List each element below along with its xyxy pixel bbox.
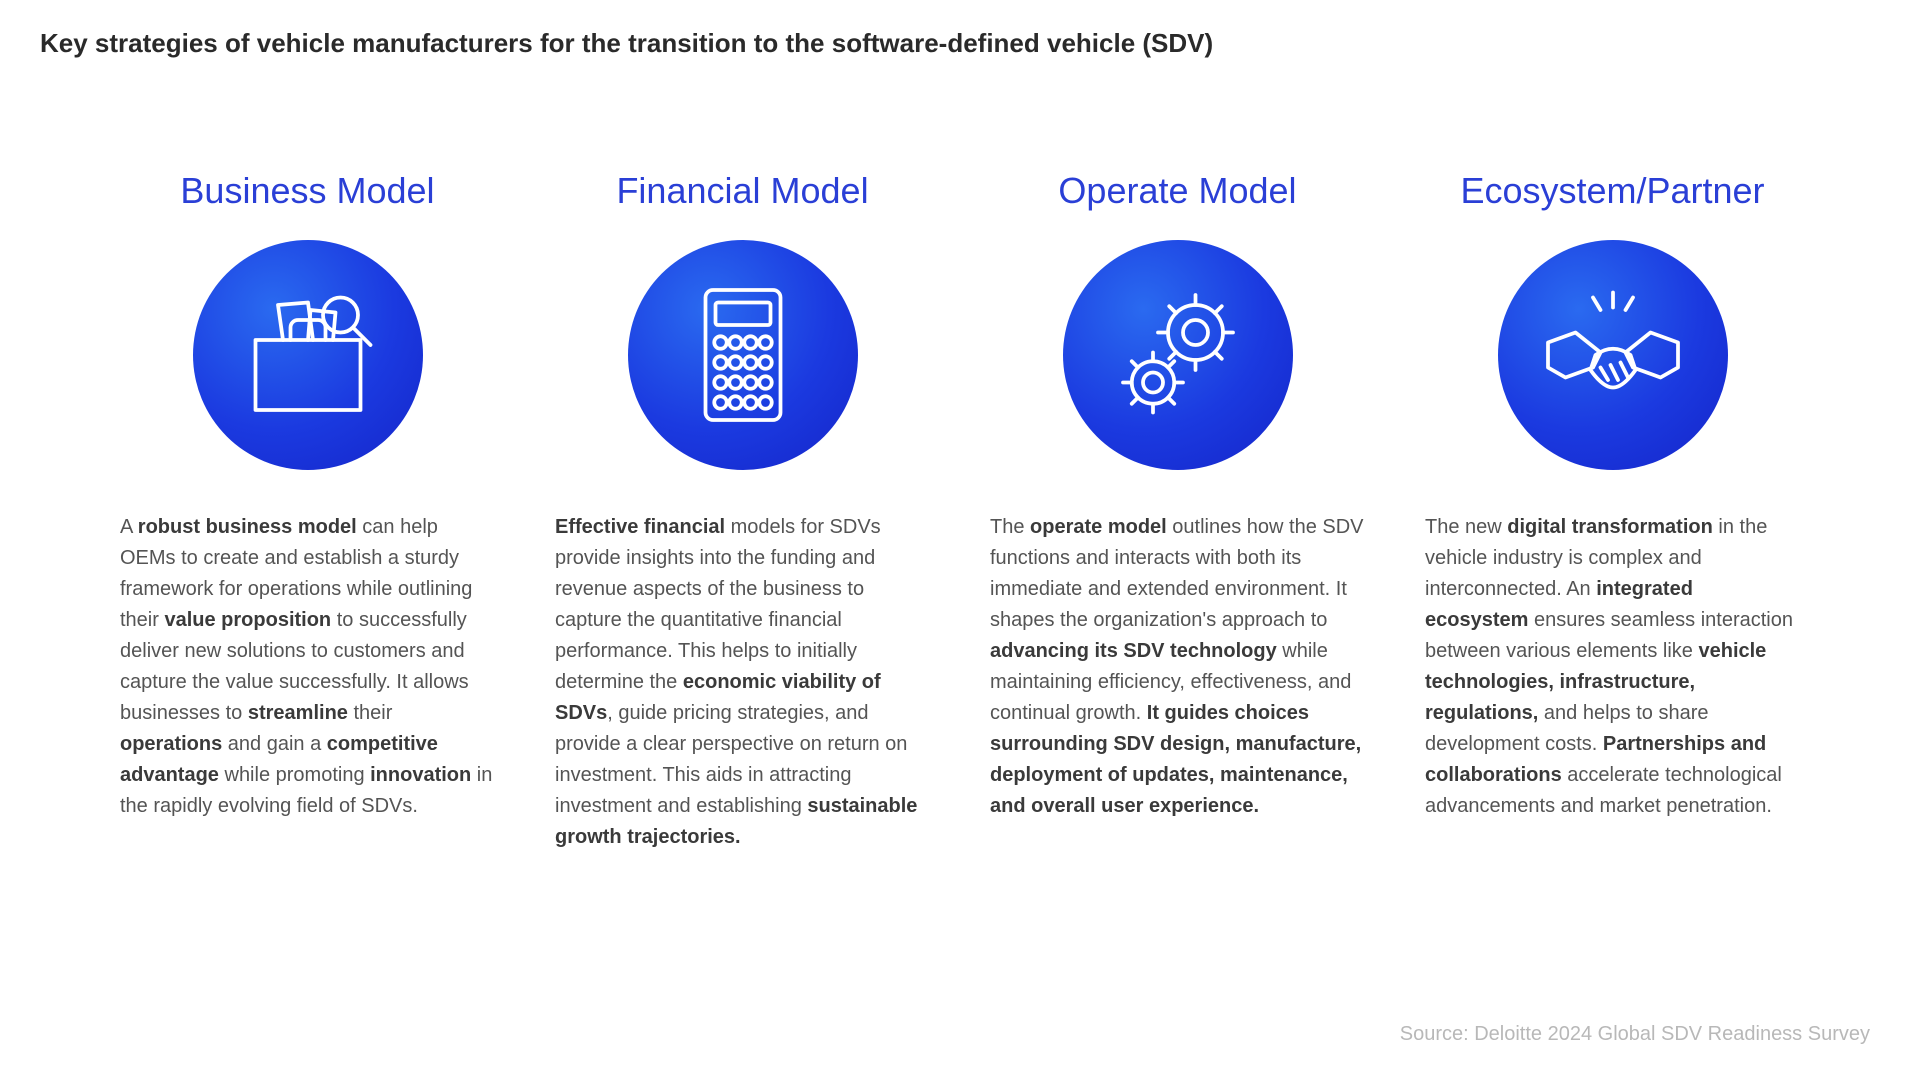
column-title: Ecosystem/Partner: [1460, 170, 1764, 212]
column-operate-model: Operate Model: [990, 170, 1365, 853]
column-desc: The operate model outlines how the SDV f…: [990, 512, 1365, 822]
column-desc: The new digital transformation in the ve…: [1425, 512, 1800, 822]
column-title: Financial Model: [616, 170, 868, 212]
columns-row: Business Model: [120, 170, 1800, 853]
column-desc: Effective financial models for SDVs prov…: [555, 512, 930, 853]
column-desc: A robust business model can help OEMs to…: [120, 512, 495, 822]
column-financial-model: Financial Model Effective financial mode…: [555, 170, 930, 853]
icon-circle: [628, 240, 858, 470]
column-title: Business Model: [180, 170, 434, 212]
icon-circle: [1498, 240, 1728, 470]
gears-icon: [1103, 280, 1253, 430]
column-ecosystem-partner: Ecosystem/Partner: [1425, 170, 1800, 853]
infographic-page: Key strategies of vehicle manufacturers …: [0, 0, 1920, 1080]
source-citation: Source: Deloitte 2024 Global SDV Readine…: [1400, 1023, 1870, 1046]
handshake-icon: [1538, 280, 1688, 430]
page-title: Key strategies of vehicle manufacturers …: [40, 28, 1213, 59]
icon-circle: [1063, 240, 1293, 470]
icon-circle: [193, 240, 423, 470]
column-title: Operate Model: [1058, 170, 1296, 212]
column-business-model: Business Model: [120, 170, 495, 853]
calculator-icon: [668, 280, 818, 430]
briefcase-search-icon: [233, 280, 383, 430]
